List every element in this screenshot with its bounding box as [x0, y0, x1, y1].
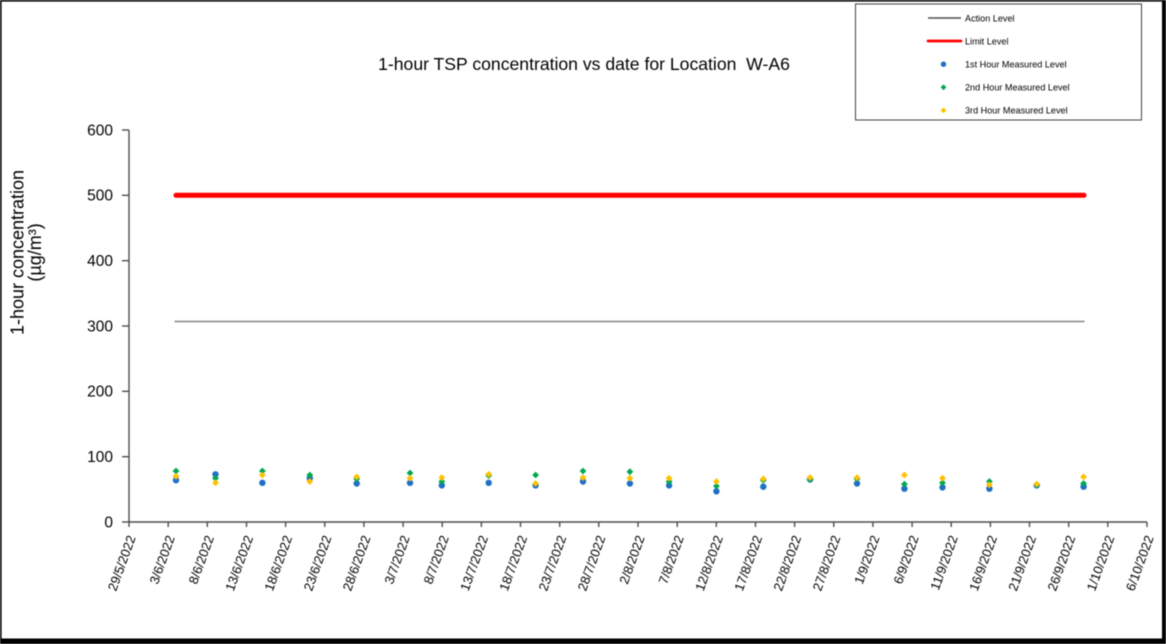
svg-text:3rd Hour Measured Level: 3rd Hour Measured Level	[965, 106, 1068, 116]
svg-text:(µg/m³): (µg/m³)	[25, 223, 45, 281]
svg-text:100: 100	[87, 449, 113, 466]
svg-text:0: 0	[104, 514, 113, 531]
svg-text:1st Hour Measured Level: 1st Hour Measured Level	[965, 60, 1067, 70]
svg-text:Limit Level: Limit Level	[965, 36, 1008, 46]
svg-text:1-hour TSP concentration vs da: 1-hour TSP concentration vs date for Loc…	[378, 54, 790, 74]
svg-text:400: 400	[87, 253, 113, 270]
svg-text:Action Level: Action Level	[965, 13, 1015, 23]
svg-text:500: 500	[87, 188, 113, 205]
svg-text:2nd Hour Measured Level: 2nd Hour Measured Level	[965, 83, 1070, 93]
svg-text:1-hour concentration: 1-hour concentration	[8, 170, 28, 335]
svg-text:600: 600	[87, 122, 113, 139]
svg-text:300: 300	[87, 318, 113, 335]
svg-text:200: 200	[87, 384, 113, 401]
